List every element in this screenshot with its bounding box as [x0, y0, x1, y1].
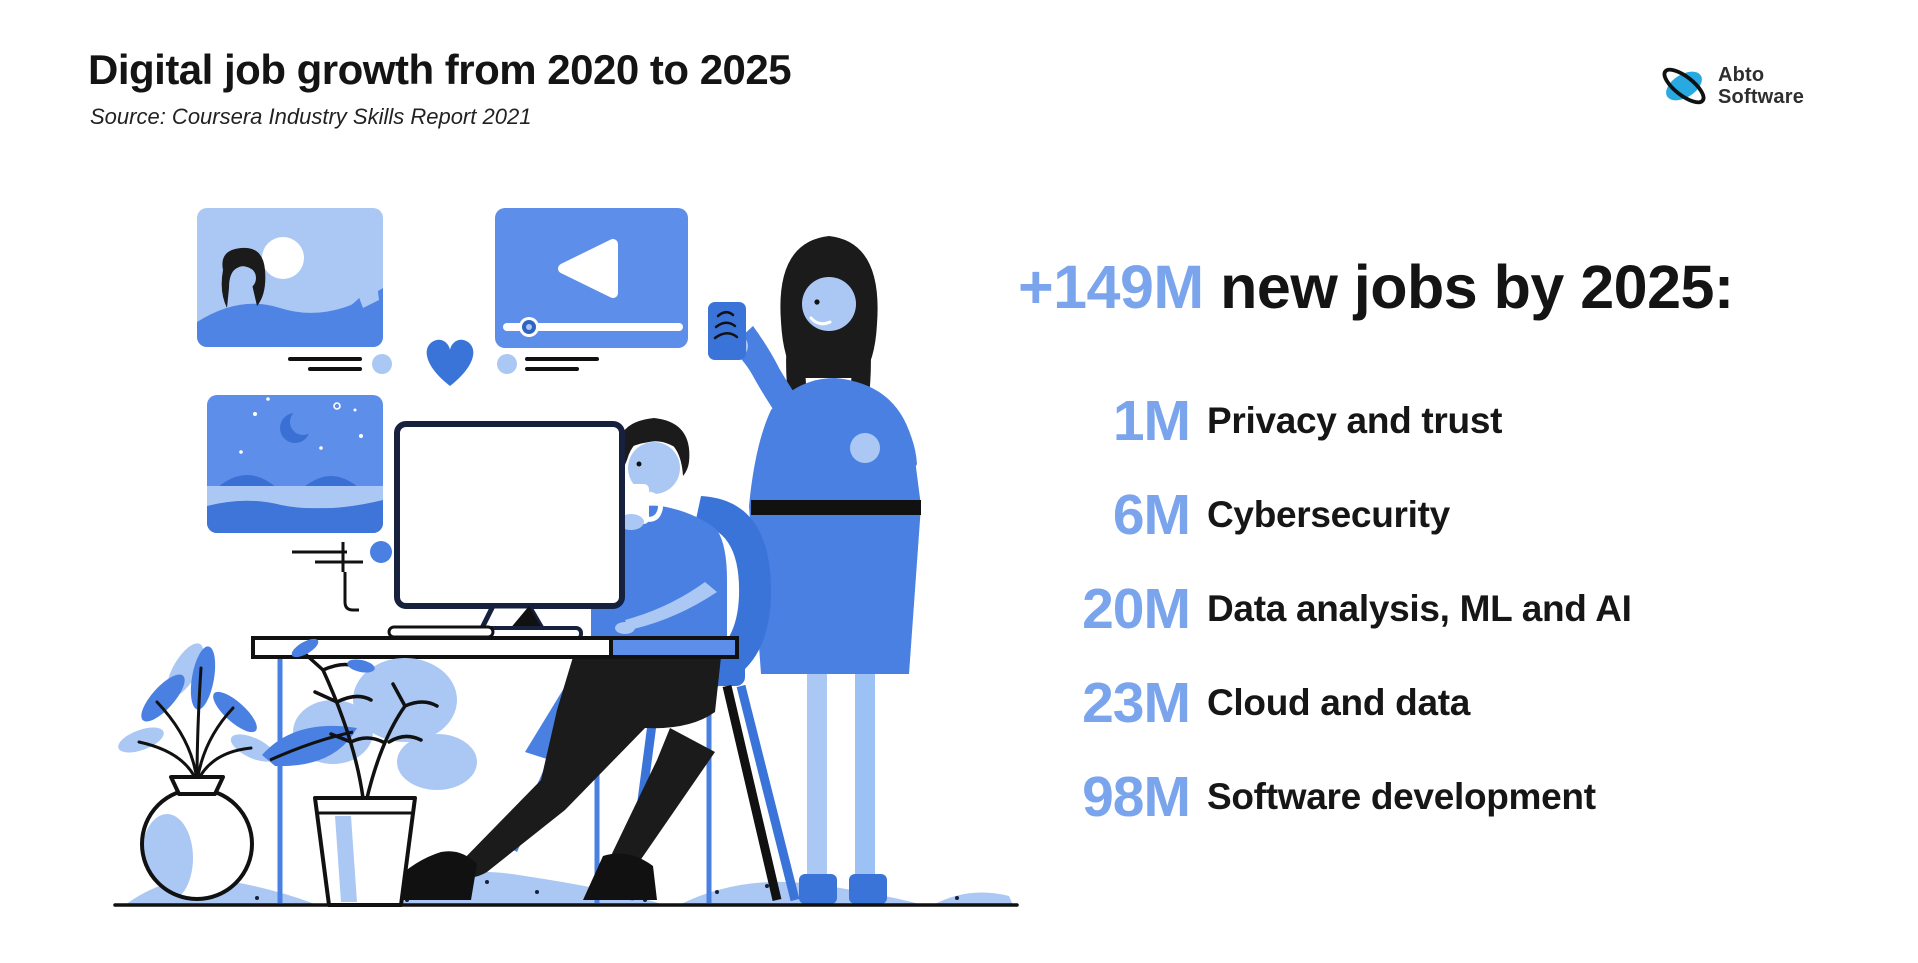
stat-label: Cloud and data [1207, 682, 1471, 723]
stat-label: Data analysis, ML and AI [1207, 588, 1632, 629]
video-card [495, 208, 688, 348]
desk [251, 625, 739, 659]
logo-line-2: Software [1718, 86, 1805, 108]
stat-row: 98M Software development [1018, 750, 1898, 844]
headline: +149M new jobs by 2025: [1018, 252, 1898, 322]
abto-software-logo: Abto Software [1658, 60, 1804, 112]
headline-text: new jobs by 2025: [1203, 253, 1734, 321]
source-caption: Source: Coursera Industry Skills Report … [90, 104, 532, 129]
stat-value: 23M [1082, 671, 1191, 735]
stat-label: Privacy and trust [1207, 400, 1503, 441]
phone-icon [708, 302, 746, 360]
mug-icon [619, 484, 649, 524]
stat-row: 23M Cloud and data [1018, 656, 1898, 750]
stat-value: 98M [1082, 765, 1191, 829]
comment-lines-right [497, 354, 599, 374]
workplace-illustration [113, 208, 1019, 907]
play-icon [558, 239, 618, 298]
heart-icon [426, 339, 474, 386]
keyboard-icon [387, 625, 495, 639]
logo-line-1: Abto [1718, 64, 1765, 86]
stat-row: 6M Cybersecurity [1018, 468, 1898, 562]
desktop-monitor [394, 421, 625, 641]
photo-card [197, 208, 383, 347]
stat-value: 1M [1112, 389, 1191, 453]
stat-label: Software development [1207, 776, 1596, 817]
stat-value: 6M [1112, 483, 1191, 547]
plant-vase [118, 643, 276, 901]
stat-list: 1M Privacy and trust 6M Cybersecurity 20… [1018, 374, 1898, 844]
stat-row: 20M Data analysis, ML and AI [1018, 562, 1898, 656]
logo-wordmark: Abto Software [1718, 64, 1804, 108]
night-landscape-card [207, 395, 383, 533]
orbit-ellipse-logo-icon [1662, 67, 1706, 105]
stat-row: 1M Privacy and trust [1018, 374, 1898, 468]
stat-label: Cybersecurity [1207, 494, 1450, 535]
plant-pot [262, 638, 477, 907]
headline-total-value: +149M [1018, 253, 1204, 321]
stat-value: 20M [1082, 577, 1191, 641]
comment-lines-left [288, 354, 392, 374]
stats-panel: +149M new jobs by 2025: 1M Privacy and t… [1018, 252, 1898, 844]
woman-with-phone [708, 236, 921, 904]
page-title: Digital job growth from 2020 to 2025 [88, 46, 792, 93]
accent-marks [292, 541, 392, 612]
